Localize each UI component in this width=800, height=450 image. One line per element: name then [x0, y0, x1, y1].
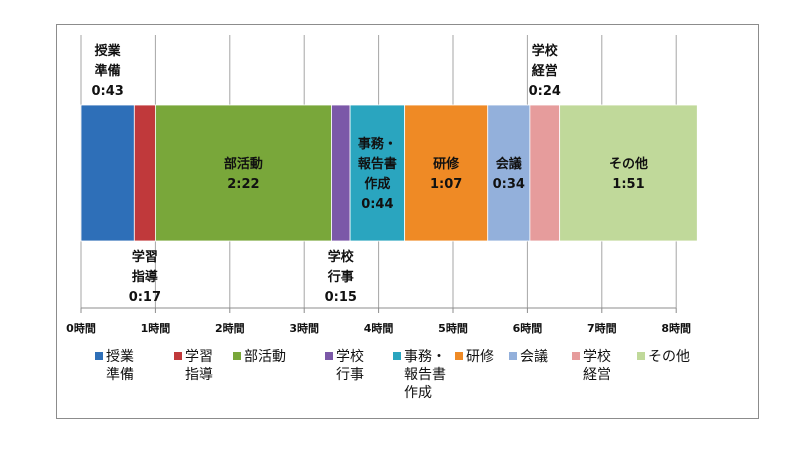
bar-segment-6 [487, 104, 531, 242]
x-tick-label: 1時間 [141, 321, 171, 335]
bar-segment-0 [80, 104, 135, 242]
legend-swatch-4 [393, 352, 401, 360]
stacked-bar [80, 104, 698, 242]
segment-label-1: 学習指導 0:17 [129, 249, 161, 305]
data-label: 0:44 [361, 197, 393, 212]
x-tick-label: 2時間 [215, 321, 245, 335]
data-label: 2:22 [227, 177, 259, 192]
legend-label-6: 会議 [520, 348, 548, 365]
category-label: 学校 [328, 249, 355, 265]
segment-labels: 授業準備 0:43 学習指導 0:17 部活動 2:22 学校行事 0:15 事務・報告書作成 0… [91, 43, 647, 305]
legend-label-2: 部活動 [244, 349, 286, 365]
x-tick-label: 0時間 [66, 321, 96, 335]
legend-label-4: 事務・報告書作成 [404, 349, 446, 401]
category-label: その他 [609, 156, 648, 172]
bar-segment-3 [331, 104, 351, 242]
legend-swatch-0 [95, 352, 103, 360]
data-label: 0:15 [325, 290, 357, 305]
category-label: 作成 [364, 176, 390, 192]
category-label: 行事 [327, 269, 354, 285]
bar-segment-5 [404, 104, 489, 242]
data-label: 0:43 [91, 84, 123, 99]
x-tick-label: 3時間 [289, 321, 319, 335]
legend-swatch-2 [233, 352, 241, 360]
x-tick-label: 6時間 [513, 321, 543, 335]
category-label: 事務・ [358, 136, 397, 152]
segment-label-2: 部活動 2:22 [224, 156, 263, 192]
category-label: 指導 [132, 269, 158, 285]
data-label: 0:17 [129, 290, 161, 305]
bar-segment-7 [529, 104, 561, 242]
legend-swatch-6 [509, 352, 517, 360]
legend: 授業準備 学習指導 部活動 学校行事 事務・報告書作成 研修 会議 学校経営 その他 [95, 348, 690, 401]
category-label: 報告書 [358, 156, 397, 172]
x-tick-label: 8時間 [661, 321, 691, 335]
legend-swatch-1 [174, 352, 182, 360]
data-label: 0:24 [529, 84, 561, 99]
chart-frame: 授業準備 0:43 学習指導 0:17 部活動 2:22 学校行事 0:15 事務・報告書作成 0… [56, 24, 759, 419]
category-label: 準備 [95, 63, 121, 79]
segment-label-8: その他 1:51 [609, 156, 648, 192]
legend-label-0: 授業準備 [106, 349, 134, 383]
legend-label-8: その他 [648, 349, 690, 365]
category-label: 研修 [433, 156, 460, 172]
legend-label-7: 学校経営 [583, 348, 611, 383]
legend-label-3: 学校行事 [336, 348, 364, 383]
segment-label-6: 会議 0:34 [493, 156, 525, 192]
legend-swatch-3 [325, 352, 333, 360]
data-label: 1:07 [430, 177, 462, 192]
legend-label-1: 学習指導 [185, 349, 213, 383]
bar-segment-1 [133, 104, 156, 242]
category-label: 部活動 [224, 156, 263, 172]
legend-swatch-7 [572, 352, 580, 360]
bar-segment-4 [349, 104, 406, 242]
legend-swatch-8 [637, 352, 645, 360]
category-label: 授業 [95, 43, 122, 59]
category-label: 会議 [496, 156, 522, 172]
legend-swatch-5 [455, 352, 463, 360]
category-label: 学習 [132, 249, 158, 265]
x-axis: 0時間 1時間 2時間 3時間 4時間 5時間 6時間 7時間 8時間 [66, 307, 691, 335]
x-tick-label: 7時間 [587, 321, 617, 335]
bar-segment-2 [155, 104, 332, 242]
bar-segment-8 [559, 104, 698, 242]
data-label: 0:34 [493, 177, 525, 192]
legend-label-5: 研修 [466, 349, 494, 365]
data-label: 1:51 [612, 177, 644, 192]
category-label: 学校 [532, 43, 559, 59]
category-label: 経営 [532, 63, 558, 79]
segment-label-5: 研修 1:07 [430, 156, 462, 192]
segment-label-7: 学校経営 0:24 [529, 43, 561, 99]
segment-label-0: 授業準備 0:43 [91, 43, 123, 99]
x-tick-label: 4時間 [364, 321, 394, 335]
segment-label-4: 事務・報告書作成 0:44 [358, 136, 397, 212]
segment-label-3: 学校行事 0:15 [325, 249, 357, 305]
x-tick-label: 5時間 [438, 321, 468, 335]
